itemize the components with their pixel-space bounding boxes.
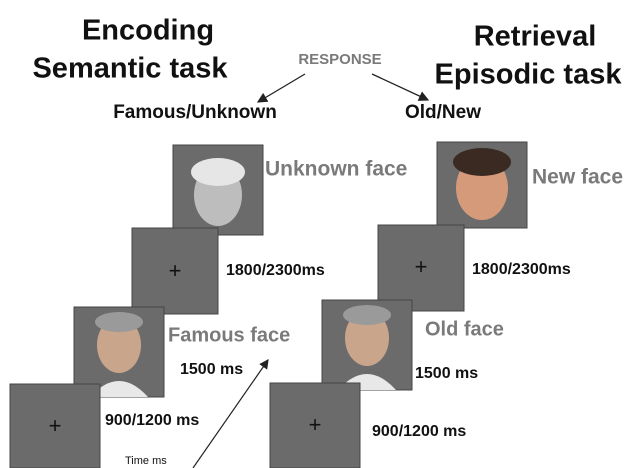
duration-label: 900/1200 ms: [372, 423, 466, 440]
fixation-cross: +: [415, 254, 428, 279]
fixation-box: [9, 383, 101, 468]
retrieval-title: Retrieval: [474, 21, 597, 53]
arrow: [256, 73, 306, 103]
response-label: RESPONSE: [298, 51, 381, 68]
fixation-cross: +: [309, 412, 322, 437]
face-image: [172, 144, 264, 236]
duration-label: 1800/2300ms: [472, 261, 571, 278]
duration-label: 900/1200 ms: [105, 412, 199, 429]
encoding-task: Semantic task: [32, 53, 228, 85]
duration-label: 1500 ms: [415, 365, 478, 382]
face-label: New face: [532, 166, 623, 189]
arrow: [371, 73, 430, 101]
fixation-cross: +: [49, 413, 62, 438]
duration-label: 1500 ms: [180, 361, 243, 378]
retrieval-response: Old/New: [405, 102, 481, 123]
face-label: Famous face: [168, 324, 290, 346]
fixation-box: [377, 224, 465, 312]
fixation-box: [269, 382, 361, 468]
face-image: [73, 306, 165, 398]
fixation-box: [131, 227, 219, 315]
face-image: [321, 299, 413, 391]
duration-label: 1800/2300ms: [226, 262, 325, 279]
face-label: Unknown face: [265, 158, 407, 181]
time-arrow: [192, 359, 269, 468]
encoding-response: Famous/Unknown: [113, 102, 277, 123]
retrieval-task: Episodic task: [435, 59, 623, 91]
fixation-cross: +: [169, 258, 182, 283]
time-label: Time ms: [125, 455, 167, 467]
face-image: [436, 141, 528, 229]
face-label: Old face: [425, 318, 504, 340]
encoding-title: Encoding: [82, 15, 214, 47]
